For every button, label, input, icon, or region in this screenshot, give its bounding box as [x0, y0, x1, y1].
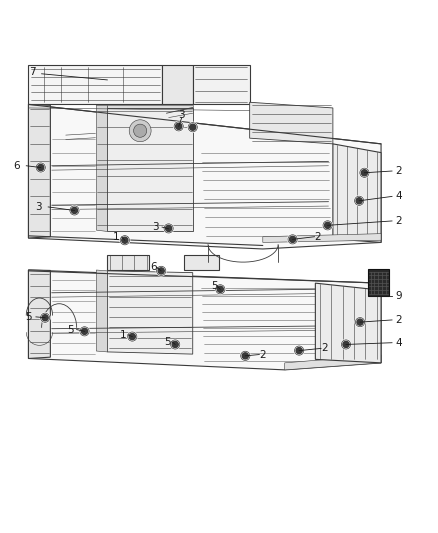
Circle shape: [129, 334, 135, 340]
Circle shape: [127, 332, 137, 342]
Circle shape: [80, 326, 89, 336]
Text: 2: 2: [395, 315, 402, 325]
Circle shape: [120, 235, 130, 245]
Polygon shape: [193, 65, 250, 104]
Text: 3: 3: [178, 110, 185, 120]
Text: 2: 2: [314, 232, 321, 242]
Text: 4: 4: [395, 191, 402, 201]
Circle shape: [172, 342, 178, 348]
Circle shape: [296, 348, 302, 354]
Polygon shape: [107, 106, 193, 108]
Circle shape: [290, 236, 296, 243]
Circle shape: [240, 351, 250, 361]
Circle shape: [288, 235, 297, 244]
Circle shape: [156, 266, 166, 276]
Polygon shape: [263, 233, 381, 243]
Circle shape: [170, 340, 180, 349]
Text: 7: 7: [29, 67, 36, 77]
Text: 2: 2: [395, 166, 402, 176]
Circle shape: [176, 123, 182, 130]
Circle shape: [355, 317, 365, 327]
Circle shape: [325, 222, 331, 229]
Circle shape: [134, 124, 147, 138]
Polygon shape: [96, 270, 107, 352]
Circle shape: [188, 122, 198, 132]
Text: 5: 5: [67, 325, 74, 335]
Circle shape: [190, 124, 196, 130]
Text: 2: 2: [395, 216, 402, 226]
Text: 2: 2: [259, 350, 266, 360]
Text: 1: 1: [119, 330, 126, 340]
Circle shape: [36, 163, 46, 172]
Circle shape: [70, 206, 79, 215]
Text: 6: 6: [13, 161, 20, 171]
Polygon shape: [28, 270, 381, 370]
Polygon shape: [28, 104, 381, 249]
Circle shape: [343, 342, 349, 348]
Circle shape: [174, 122, 184, 131]
Circle shape: [38, 165, 44, 171]
Circle shape: [81, 328, 88, 334]
Polygon shape: [333, 144, 381, 243]
Circle shape: [323, 221, 332, 230]
Circle shape: [294, 346, 304, 356]
Polygon shape: [368, 269, 389, 296]
Circle shape: [361, 169, 367, 176]
Circle shape: [354, 196, 364, 206]
Circle shape: [158, 268, 164, 274]
Circle shape: [71, 207, 78, 214]
Circle shape: [166, 225, 172, 231]
Polygon shape: [107, 255, 149, 270]
Text: 3: 3: [35, 202, 42, 212]
Text: 2: 2: [321, 343, 328, 353]
Text: 5: 5: [164, 337, 171, 347]
Polygon shape: [315, 283, 381, 363]
Polygon shape: [107, 108, 193, 231]
Polygon shape: [162, 65, 193, 104]
Text: 5: 5: [211, 281, 218, 291]
Text: 4: 4: [395, 338, 402, 348]
Text: 1: 1: [113, 232, 120, 242]
Polygon shape: [28, 65, 162, 104]
Text: 5: 5: [25, 312, 32, 322]
Polygon shape: [184, 255, 219, 270]
Circle shape: [242, 353, 248, 359]
Circle shape: [357, 319, 363, 325]
Circle shape: [40, 313, 50, 322]
Circle shape: [215, 285, 225, 294]
Circle shape: [360, 168, 369, 177]
Circle shape: [217, 286, 223, 292]
Circle shape: [164, 223, 173, 233]
Polygon shape: [28, 104, 50, 238]
Circle shape: [42, 314, 48, 321]
Polygon shape: [28, 270, 50, 359]
Text: 9: 9: [395, 291, 402, 301]
Polygon shape: [285, 355, 381, 370]
Text: 3: 3: [152, 222, 159, 232]
Polygon shape: [250, 102, 333, 144]
Text: 6: 6: [150, 262, 157, 272]
Polygon shape: [96, 106, 107, 231]
Circle shape: [341, 340, 351, 349]
Circle shape: [356, 198, 362, 204]
Polygon shape: [107, 271, 193, 354]
Circle shape: [122, 237, 128, 243]
Circle shape: [129, 120, 151, 142]
